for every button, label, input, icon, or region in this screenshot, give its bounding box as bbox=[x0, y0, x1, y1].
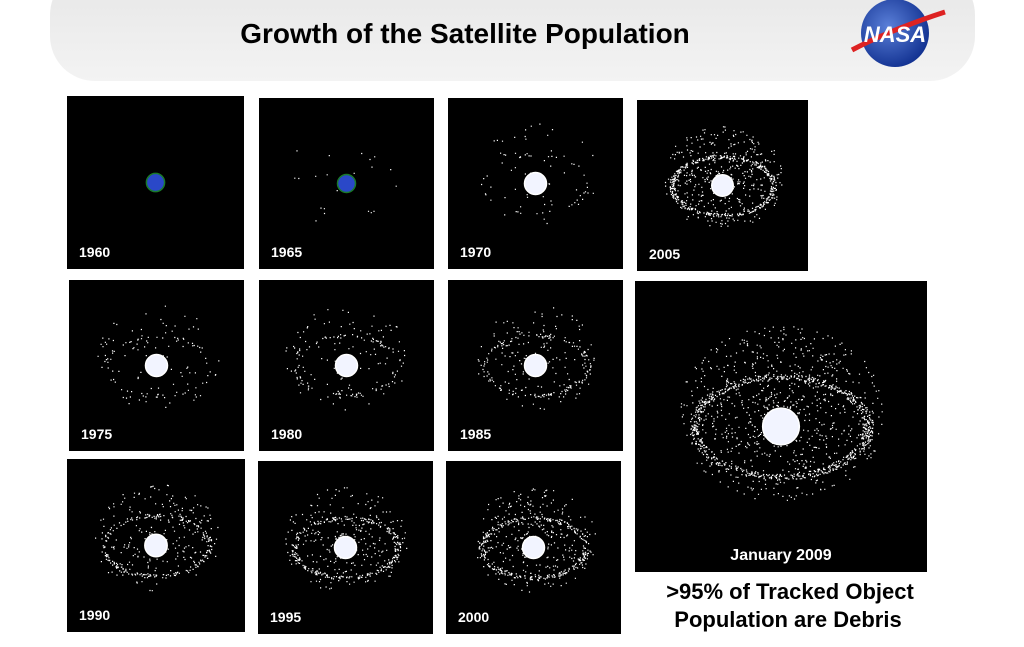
earth bbox=[523, 171, 548, 196]
year-label: 1980 bbox=[271, 426, 302, 442]
year-label: 1965 bbox=[271, 244, 302, 260]
satellite-image: 1985 bbox=[448, 280, 623, 451]
earth bbox=[333, 535, 358, 560]
year-label: 1995 bbox=[270, 609, 301, 625]
earth bbox=[521, 535, 546, 560]
nasa-logo: NASA bbox=[850, 0, 946, 67]
caption-line: >95% of Tracked Object bbox=[666, 579, 914, 604]
debris-dots bbox=[97, 305, 220, 408]
satellite-image: 2005 bbox=[637, 100, 808, 271]
earth bbox=[761, 407, 801, 446]
earth bbox=[145, 172, 166, 193]
earth bbox=[144, 353, 169, 378]
earth bbox=[336, 173, 357, 194]
slide-title: Growth of the Satellite Population bbox=[240, 18, 690, 49]
caption-line: Population are Debris bbox=[674, 607, 901, 632]
earth bbox=[334, 353, 359, 378]
satellite-image: 1980 bbox=[259, 280, 434, 451]
earth bbox=[144, 533, 168, 558]
title-bar bbox=[50, 0, 975, 81]
logo-text: NASA bbox=[864, 22, 926, 47]
satellite-image: 1990 bbox=[67, 459, 245, 632]
earth bbox=[711, 174, 734, 197]
year-label: 1990 bbox=[79, 607, 110, 623]
year-label: January 2009 bbox=[730, 547, 832, 564]
satellite-image: 2000 bbox=[446, 461, 621, 634]
satellite-image: 1965 bbox=[259, 98, 434, 269]
debris-dots bbox=[477, 307, 595, 410]
debris-dots bbox=[285, 487, 408, 590]
panels: 1960 1965 1970 2005 1975 1980 1985 January 2009… bbox=[67, 96, 927, 634]
satellite-image: 1970 bbox=[448, 98, 623, 269]
earth bbox=[523, 353, 548, 378]
satellite-image: 1960 bbox=[67, 96, 244, 269]
satellite-image: 1995 bbox=[258, 461, 433, 634]
satellite-image: January 2009 bbox=[635, 281, 927, 572]
year-label: 2005 bbox=[649, 246, 680, 262]
year-label: 1975 bbox=[81, 426, 112, 442]
year-label: 1960 bbox=[79, 244, 110, 260]
year-label: 1985 bbox=[460, 426, 491, 442]
year-label: 2000 bbox=[458, 609, 489, 625]
satellite-image: 1975 bbox=[69, 280, 244, 451]
year-label: 1970 bbox=[460, 244, 491, 260]
